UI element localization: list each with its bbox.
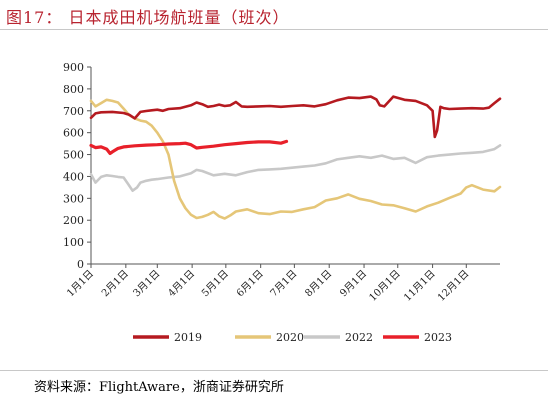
legend-label-2022: 2022 [345,331,373,344]
x-tick-label: 1月1日 [64,268,96,300]
footer-divider [0,370,548,371]
figure-title: 图17： 日本成田机场航班量（班次） [6,8,290,27]
x-tick-label: 9月1日 [338,268,370,300]
series-line-2022 [89,144,502,192]
y-tick-label: 400 [63,170,84,183]
series-line-2019 [89,95,502,139]
series-line-2020 [89,98,502,220]
y-tick-label: 600 [63,127,84,140]
legend-label-2020: 2020 [276,331,304,344]
x-tick-label: 3月1日 [131,268,163,300]
x-tick-label: 10月1日 [367,268,403,304]
title-divider [0,29,548,30]
y-tick-label: 300 [63,192,84,205]
chart-series [89,95,502,220]
legend-label-2023: 2023 [424,331,452,344]
series-line-2023 [89,139,289,156]
legend-label-2019: 2019 [174,331,202,344]
x-tick-label: 5月1日 [199,268,231,300]
x-tick-label: 4月1日 [166,268,198,300]
y-tick-label: 700 [63,105,84,118]
chart-legend: 2019 2020 2022 2023 [133,331,452,344]
source-note: 资料来源：FlightAware，浙商证券研究所 [34,380,284,395]
x-tick-label: 12月1日 [435,268,471,304]
x-tick-label: 7月1日 [268,268,300,300]
y-tick-label: 200 [63,214,84,227]
y-tick-label: 900 [63,61,84,74]
x-tick-label: 11月1日 [402,268,438,304]
x-tick-label: 8月1日 [303,268,335,300]
x-tick-label: 2月1日 [99,268,131,300]
y-tick-label: 800 [63,83,84,96]
y-tick-label: 0 [77,258,84,271]
y-tick-label: 100 [63,236,84,249]
x-tick-label: 6月1日 [234,268,266,300]
y-tick-label: 500 [63,149,84,162]
